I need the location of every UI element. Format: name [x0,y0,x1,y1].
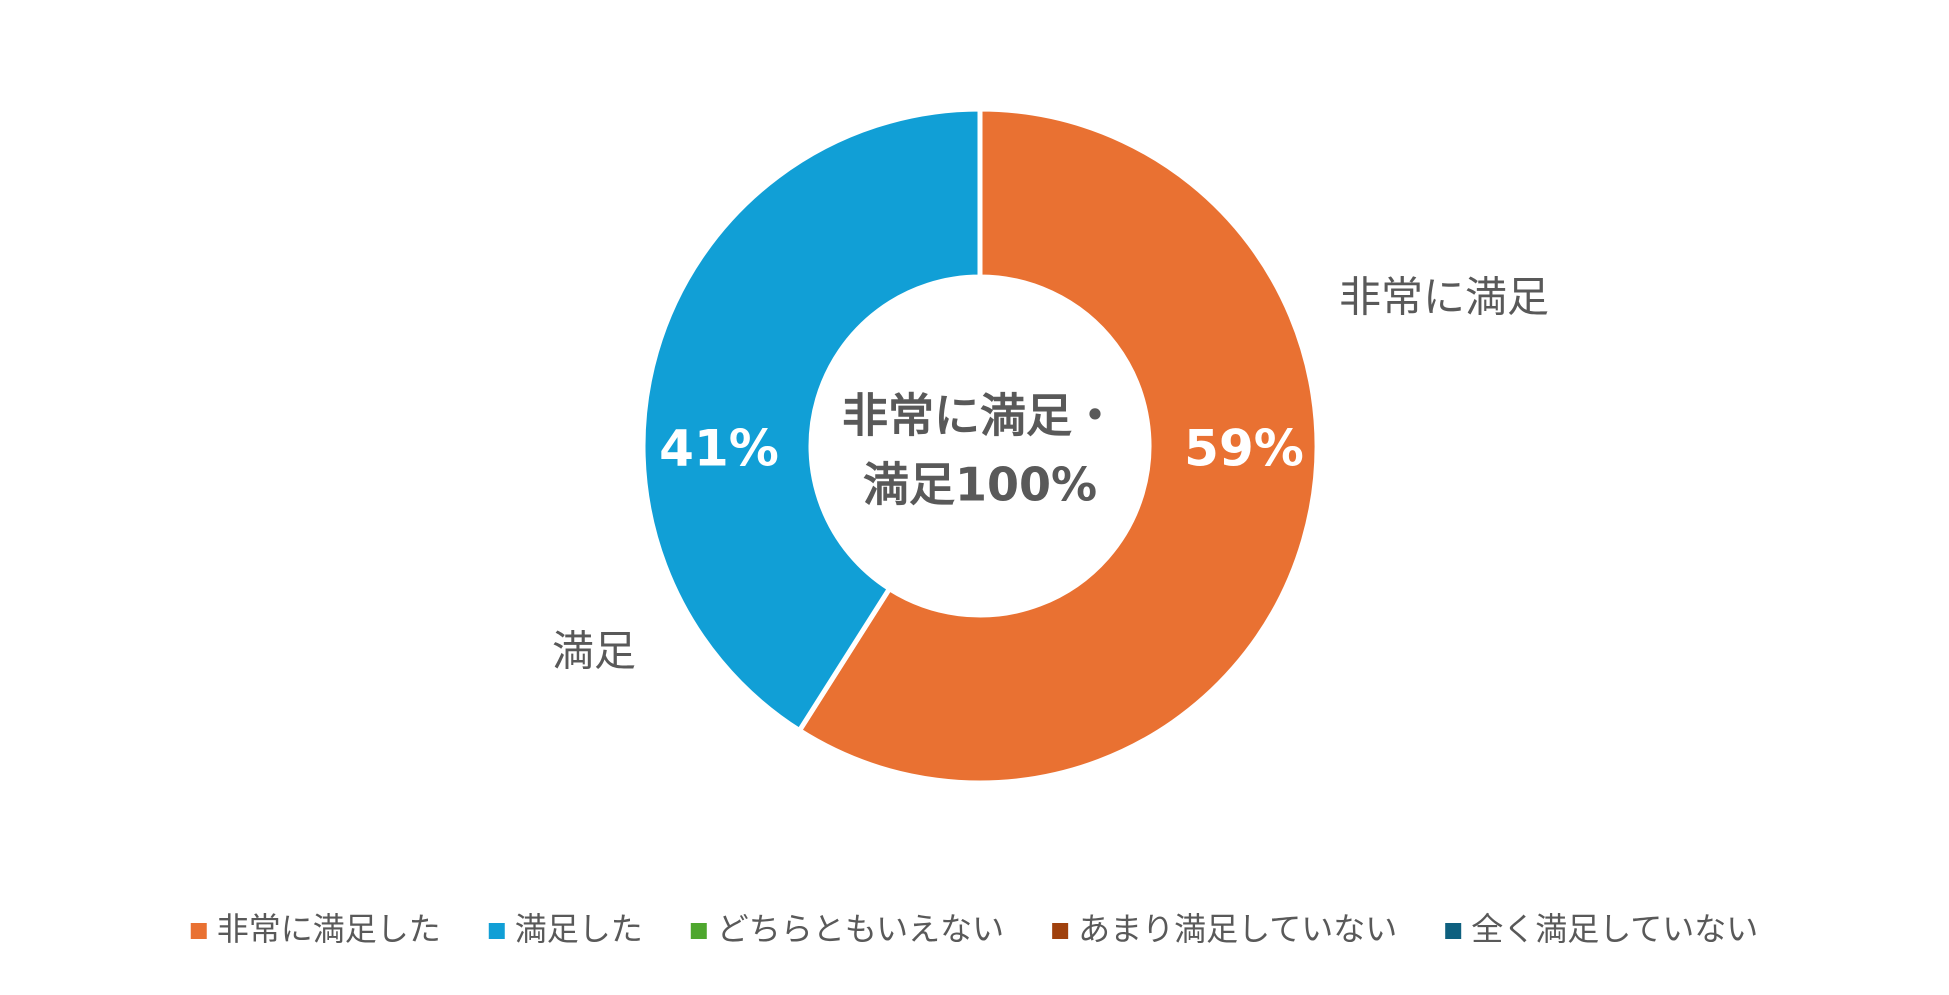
legend-label: 全く満足していない [1471,910,1758,948]
legend-label: 満足した [515,910,643,948]
legend-swatch [690,923,707,939]
legend-swatch [488,923,505,939]
legend: 非常に満足した 満足した どちらともいえない あまり満足していない 全く満足していない [190,910,1758,948]
legend-label: あまり満足していない [1078,910,1397,948]
data-label: 59% [1184,420,1304,478]
center-text: 満足100% [863,458,1097,512]
segment-label: 非常に満足 [1339,273,1549,322]
legend-swatch [1052,923,1069,939]
donut-segment [795,106,1320,786]
center-text: 非常に満足・ [842,389,1118,443]
data-label: 41% [659,420,779,478]
legend-swatch [1445,923,1462,939]
legend-swatch [190,923,207,939]
legend-label: 非常に満足した [217,910,441,948]
donut-segment [640,106,983,734]
segment-label: 満足 [552,627,636,676]
legend-label: どちらともいえない [717,910,1004,948]
